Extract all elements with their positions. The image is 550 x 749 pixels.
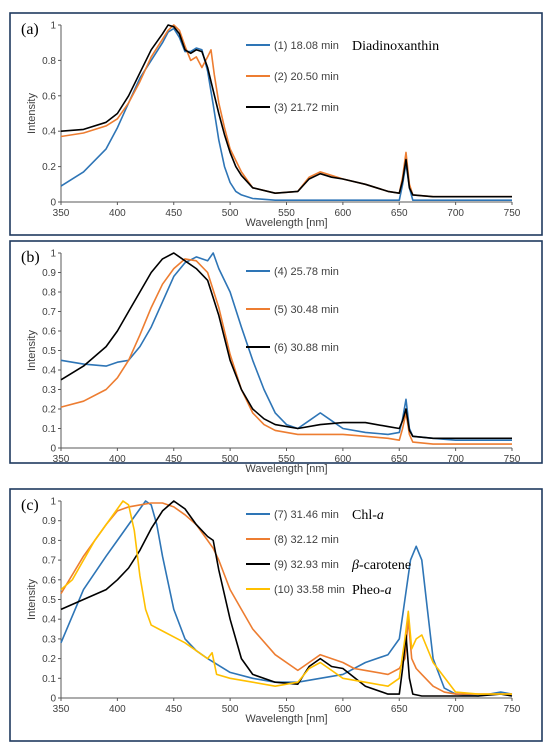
series-line-3 <box>60 500 513 697</box>
legend-entry: (8) 32.12 min <box>274 534 339 546</box>
y-tick-label: 1 <box>50 21 56 32</box>
x-tick-label: 400 <box>109 208 126 219</box>
panel-label: (b) <box>21 249 40 266</box>
panel-frame <box>9 488 543 742</box>
compound-label: β-carotene <box>351 558 411 573</box>
legend-entry: (4) 25.78 min <box>274 266 339 278</box>
compound-label: Pheo-a <box>352 583 392 598</box>
y-tick-label: 0.6 <box>42 91 56 102</box>
y-axis-title: Intensity <box>26 579 38 620</box>
compound-label: Diadinoxanthin <box>352 39 439 54</box>
y-tick-label: 0.8 <box>42 288 56 299</box>
x-axis-title: Wavelength [nm] <box>245 217 327 229</box>
x-tick-label: 700 <box>447 704 464 715</box>
x-tick-label: 600 <box>335 704 352 715</box>
series-line-2 <box>60 24 512 198</box>
y-tick-label: 0.8 <box>42 536 56 547</box>
y-axis-title: Intensity <box>26 330 38 371</box>
y-tick-label: 0.4 <box>42 366 56 377</box>
y-tick-label: 0.2 <box>42 654 56 665</box>
x-tick-label: 450 <box>165 454 182 465</box>
y-tick-label: 0.7 <box>42 307 56 318</box>
x-tick-label: 650 <box>391 704 408 715</box>
x-tick-label: 350 <box>53 208 70 219</box>
series-line-3 <box>60 252 512 440</box>
y-tick-label: 0.7 <box>42 556 56 567</box>
series-line-1 <box>60 252 512 441</box>
y-tick-label: 0.3 <box>42 385 56 396</box>
y-tick-label: 0.9 <box>42 516 56 527</box>
x-tick-label: 400 <box>109 454 126 465</box>
y-tick-label: 0.1 <box>42 674 56 685</box>
y-tick-label: 1 <box>50 249 56 260</box>
x-tick-label: 700 <box>447 454 464 465</box>
x-tick-label: 750 <box>504 454 521 465</box>
x-tick-label: 400 <box>109 704 126 715</box>
panel-label: (c) <box>21 497 39 514</box>
chart-panel-0: 0 0.2 0.4 0.6 0.8 1 350 400 450 500 550 600 650 700 75… <box>9 12 543 236</box>
compound-label: Chl-a <box>352 508 384 523</box>
legend-entry: (2) 20.50 min <box>274 71 339 83</box>
series-line-2 <box>60 502 512 695</box>
y-tick-label: 0.5 <box>42 595 56 606</box>
x-tick-label: 350 <box>53 454 70 465</box>
x-tick-label: 550 <box>278 704 295 715</box>
legend-entry: (6) 30.88 min <box>274 342 339 354</box>
chart-panel-1: 0 0.1 0.2 0.3 0.4 0.5 0.6 0.7 0.8 0.9 1 350 400 450 50… <box>9 240 543 475</box>
x-tick-label: 600 <box>335 208 352 219</box>
legend-entry: (1) 18.08 min <box>274 40 339 52</box>
legend-entry: (9) 32.93 min <box>274 559 339 571</box>
x-tick-label: 750 <box>504 208 521 219</box>
y-tick-label: 0.6 <box>42 575 56 586</box>
x-tick-label: 350 <box>53 704 70 715</box>
y-axis-title: Intensity <box>26 93 38 134</box>
y-tick-label: 0.5 <box>42 346 56 357</box>
x-axis-title: Wavelength [nm] <box>245 463 327 475</box>
legend-entry: (5) 30.48 min <box>274 304 339 316</box>
x-tick-label: 550 <box>278 454 295 465</box>
y-tick-label: 0 <box>50 198 56 209</box>
y-tick-label: 0.2 <box>42 162 56 173</box>
y-tick-label: 0.4 <box>42 615 56 626</box>
panel-label: (a) <box>21 21 39 38</box>
y-tick-label: 0.2 <box>42 405 56 416</box>
y-tick-label: 0 <box>50 694 56 705</box>
y-tick-label: 0.8 <box>42 56 56 67</box>
series-line-3 <box>60 24 512 198</box>
x-tick-label: 550 <box>278 208 295 219</box>
y-tick-label: 0.9 <box>42 268 56 279</box>
x-tick-label: 500 <box>222 208 239 219</box>
x-tick-label: 650 <box>391 208 408 219</box>
x-tick-label: 450 <box>165 208 182 219</box>
x-tick-label: 650 <box>391 454 408 465</box>
x-tick-label: 750 <box>504 704 521 715</box>
y-tick-label: 0.6 <box>42 327 56 338</box>
x-tick-label: 500 <box>222 704 239 715</box>
y-tick-label: 0 <box>50 444 56 455</box>
legend-entry: (3) 21.72 min <box>274 102 339 114</box>
x-tick-label: 600 <box>335 454 352 465</box>
legend-entry: (7) 31.46 min <box>274 509 339 521</box>
x-tick-label: 450 <box>165 704 182 715</box>
chart-panel-2: 0 0.1 0.2 0.3 0.4 0.5 0.6 0.7 0.8 0.9 1 350 400 450 50… <box>9 488 543 742</box>
y-tick-label: 0.3 <box>42 634 56 645</box>
legend-entry: (10) 33.58 min <box>274 584 345 596</box>
x-tick-label: 700 <box>447 208 464 219</box>
x-axis-title: Wavelength [nm] <box>245 713 327 725</box>
x-tick-label: 500 <box>222 454 239 465</box>
series-line-4 <box>60 500 512 695</box>
y-tick-label: 1 <box>50 497 56 508</box>
y-tick-label: 0.4 <box>42 127 56 138</box>
y-tick-label: 0.1 <box>42 424 56 435</box>
